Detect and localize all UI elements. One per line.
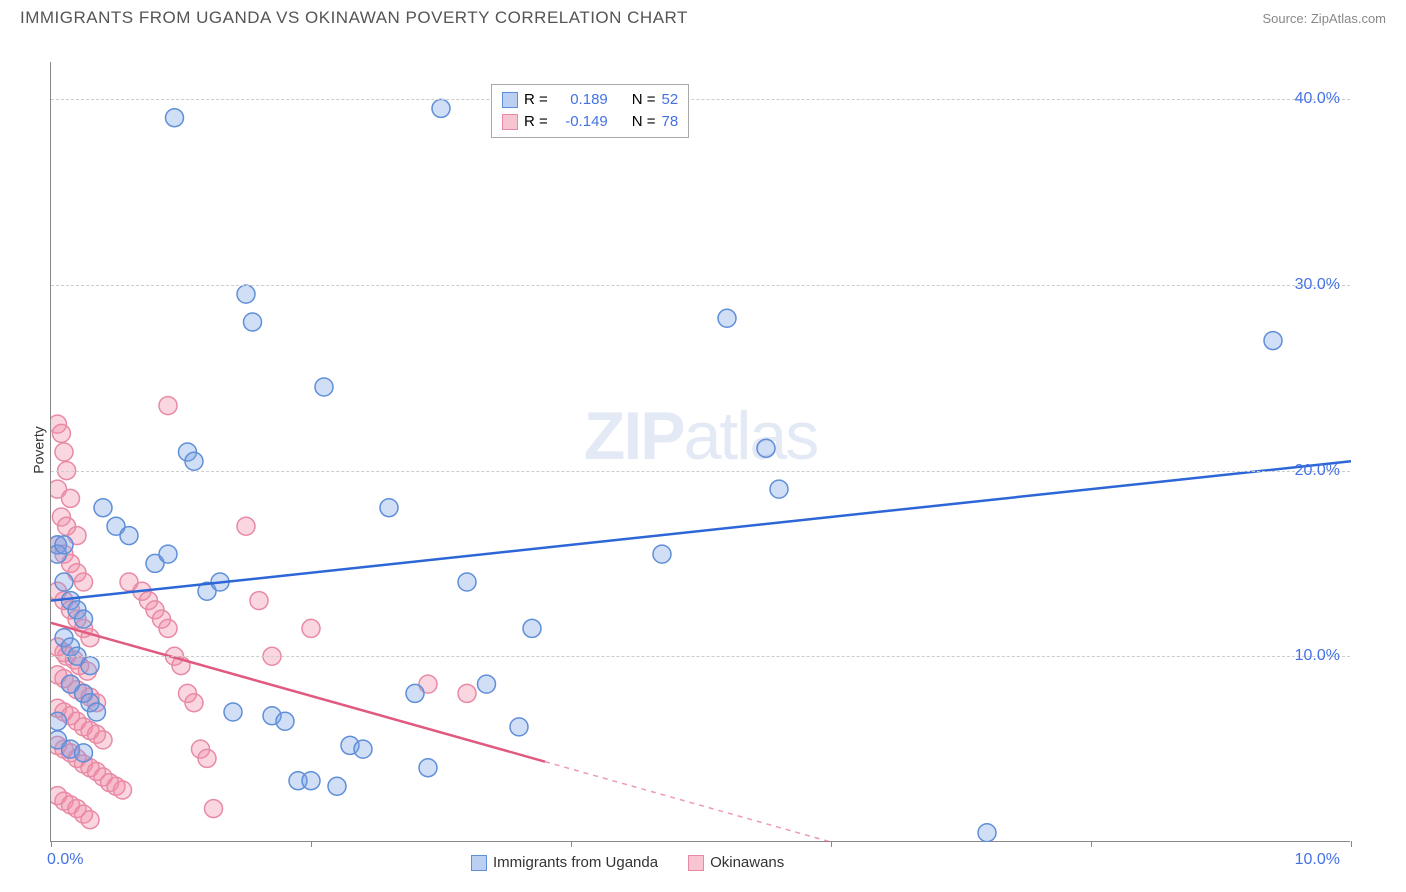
scatter-point <box>354 740 372 758</box>
scatter-point <box>224 703 242 721</box>
scatter-point <box>432 99 450 117</box>
gridline <box>51 471 1350 472</box>
plot-area: ZIPatlas R =0.189N =52R =-0.149N =78 Imm… <box>50 62 1350 842</box>
scatter-point <box>244 313 262 331</box>
scatter-point <box>250 592 268 610</box>
gridline <box>51 285 1350 286</box>
r-value: -0.149 <box>554 111 608 133</box>
scatter-point <box>276 712 294 730</box>
scatter-point <box>159 545 177 563</box>
legend-swatch <box>502 114 518 130</box>
y-tick-label: 30.0% <box>1295 276 1340 294</box>
scatter-point <box>205 800 223 818</box>
scatter-point <box>55 536 73 554</box>
legend-series-label: Okinawans <box>710 854 784 871</box>
scatter-point <box>52 424 70 442</box>
scatter-point <box>237 517 255 535</box>
legend-correlation: R = 0.189 N = 52 R = -0.149 N = 78 <box>491 84 689 138</box>
x-tick-0: 0.0% <box>47 851 83 869</box>
legend-swatch <box>502 92 518 108</box>
scatter-point <box>114 781 132 799</box>
x-tick-mark <box>571 841 572 847</box>
x-tick-mark <box>311 841 312 847</box>
scatter-point <box>159 619 177 637</box>
scatter-point <box>55 573 73 591</box>
y-tick-label: 20.0% <box>1295 462 1340 480</box>
scatter-svg <box>51 62 1351 842</box>
scatter-point <box>185 694 203 712</box>
scatter-point <box>94 731 112 749</box>
scatter-point <box>380 499 398 517</box>
scatter-point <box>458 684 476 702</box>
y-tick-label: 40.0% <box>1295 90 1340 108</box>
n-label: N = <box>632 89 656 111</box>
x-tick-mark <box>1091 841 1092 847</box>
scatter-point <box>75 610 93 628</box>
r-label: R = <box>524 89 548 111</box>
x-tick-mark <box>831 841 832 847</box>
scatter-point <box>770 480 788 498</box>
scatter-point <box>62 489 80 507</box>
chart-source: Source: ZipAtlas.com <box>1262 11 1386 26</box>
scatter-point <box>419 759 437 777</box>
scatter-point <box>302 772 320 790</box>
n-value: 78 <box>662 111 679 133</box>
scatter-point <box>81 657 99 675</box>
y-tick-label: 10.0% <box>1295 647 1340 665</box>
r-label: R = <box>524 111 548 133</box>
chart-title: IMMIGRANTS FROM UGANDA VS OKINAWAN POVER… <box>20 8 688 28</box>
gridline <box>51 656 1350 657</box>
chart-container: Poverty ZIPatlas R =0.189N =52R =-0.149N… <box>50 42 1386 842</box>
scatter-point <box>653 545 671 563</box>
scatter-point <box>406 684 424 702</box>
legend-series-item: Immigrants from Uganda <box>471 854 658 871</box>
scatter-point <box>237 285 255 303</box>
scatter-point <box>478 675 496 693</box>
y-axis-label: Poverty <box>31 426 47 473</box>
scatter-point <box>302 619 320 637</box>
trend-line-dashed <box>545 762 831 842</box>
legend-row: R = 0.189 N = 52 <box>502 89 678 111</box>
scatter-point <box>94 499 112 517</box>
x-tick-10: 10.0% <box>1295 851 1340 869</box>
legend-swatch <box>471 855 487 871</box>
scatter-point <box>51 712 67 730</box>
scatter-point <box>75 573 93 591</box>
scatter-point <box>55 443 73 461</box>
n-value: 52 <box>662 89 679 111</box>
scatter-point <box>159 397 177 415</box>
legend-swatch <box>688 855 704 871</box>
scatter-point <box>198 749 216 767</box>
legend-series-label: Immigrants from Uganda <box>493 854 658 871</box>
scatter-point <box>328 777 346 795</box>
scatter-point <box>166 109 184 127</box>
scatter-point <box>81 811 99 829</box>
scatter-point <box>978 824 996 842</box>
legend-row: R = -0.149 N = 78 <box>502 111 678 133</box>
legend-series: Immigrants from Uganda Okinawans <box>471 854 784 871</box>
legend-series-item: Okinawans <box>688 854 784 871</box>
scatter-point <box>757 439 775 457</box>
scatter-point <box>510 718 528 736</box>
scatter-point <box>718 309 736 327</box>
gridline <box>51 99 1350 100</box>
scatter-point <box>523 619 541 637</box>
x-tick-mark <box>1351 841 1352 847</box>
scatter-point <box>88 703 106 721</box>
n-label: N = <box>632 111 656 133</box>
scatter-point <box>185 452 203 470</box>
scatter-point <box>315 378 333 396</box>
scatter-point <box>458 573 476 591</box>
scatter-point <box>1264 332 1282 350</box>
x-tick-mark <box>51 841 52 847</box>
chart-header: IMMIGRANTS FROM UGANDA VS OKINAWAN POVER… <box>0 0 1406 32</box>
r-value: 0.189 <box>554 89 608 111</box>
scatter-point <box>120 527 138 545</box>
scatter-point <box>75 744 93 762</box>
